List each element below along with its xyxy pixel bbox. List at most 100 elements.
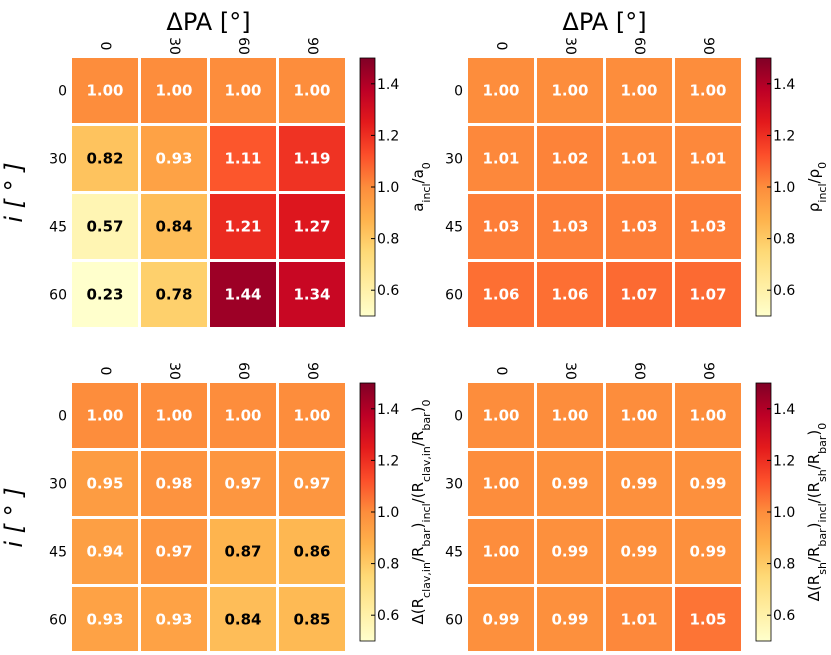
colorbar-tick-label: 0.6 <box>377 608 399 624</box>
y-tick-label: 60 <box>445 288 463 304</box>
heatmap-cell <box>72 519 138 584</box>
heatmap-cell <box>72 262 138 327</box>
y-tick-label: 30 <box>445 152 463 168</box>
heatmap-cell <box>141 587 207 652</box>
heatmap-cell <box>141 383 207 448</box>
colorbar-tick-label: 0.8 <box>377 557 399 573</box>
cell-value-label: 1.00 <box>620 407 657 425</box>
heatmap-cell <box>279 519 345 584</box>
x-tick-label: 30 <box>562 362 578 380</box>
cell-value-label: 1.00 <box>482 543 519 561</box>
cell-value-label: 1.01 <box>689 150 726 168</box>
colorbar-tick-label: 0.6 <box>773 283 795 299</box>
x-tick-label: 30 <box>166 37 182 55</box>
cell-value-label: 1.00 <box>689 407 726 425</box>
heatmap-cell <box>537 58 603 123</box>
heatmap-cell <box>606 519 672 584</box>
heatmap-cell <box>468 126 534 191</box>
cell-value-label: 0.93 <box>155 150 192 168</box>
cell-value-label: 1.00 <box>86 407 123 425</box>
x-tick-label: 0 <box>493 367 509 376</box>
cell-value-label: 0.82 <box>86 150 123 168</box>
colorbar-tick-label: 1.2 <box>773 453 795 469</box>
cell-value-label: 1.01 <box>620 611 657 629</box>
cell-value-label: 0.57 <box>86 218 123 236</box>
y-tick-label: 60 <box>49 288 67 304</box>
cell-value-label: 0.78 <box>155 286 192 304</box>
cell-value-label: 1.00 <box>86 82 123 100</box>
x-tick-label: 90 <box>700 362 716 380</box>
cell-value-label: 1.00 <box>224 82 261 100</box>
heatmap-cell <box>279 451 345 516</box>
heatmap-cell <box>468 194 534 259</box>
cell-value-label: 1.00 <box>482 475 519 493</box>
cell-value-label: 0.99 <box>689 543 726 561</box>
y-tick-label: 30 <box>445 477 463 493</box>
heatmap-cell <box>606 451 672 516</box>
x-tick-label: 30 <box>562 37 578 55</box>
heatmap-cell <box>72 587 138 652</box>
heatmap-cell <box>537 587 603 652</box>
heatmap-cell <box>72 126 138 191</box>
heatmap-cell <box>141 519 207 584</box>
cell-value-label: 1.11 <box>224 150 261 168</box>
cell-value-label: 1.07 <box>689 286 726 304</box>
heatmap-cell <box>72 451 138 516</box>
heatmap-cell <box>675 587 741 652</box>
x-tick-label: 90 <box>700 37 716 55</box>
panel-4: 0 30 60 90 0 30 45 60 1.00 1.00 1.00 1.00 1.00 0.99 0.… <box>445 362 829 652</box>
colorbar-label: Δ(Rsh/Rbar)incl/(Rsh/Rbar)0 <box>805 423 829 602</box>
cell-value-label: 0.99 <box>620 543 657 561</box>
heatmap-cell <box>537 194 603 259</box>
heatmap-cell <box>72 58 138 123</box>
cell-value-label: 0.97 <box>155 543 192 561</box>
colorbar-tick-label: 1.0 <box>773 505 795 521</box>
cell-value-label: 1.00 <box>155 82 192 100</box>
cell-value-label: 0.84 <box>155 218 192 236</box>
heatmap-cell <box>675 383 741 448</box>
cell-value-label: 1.03 <box>482 218 519 236</box>
heatmap-cell <box>141 126 207 191</box>
cell-value-label: 0.98 <box>155 475 192 493</box>
heatmap-cell <box>210 126 276 191</box>
cell-value-label: 1.44 <box>224 286 261 304</box>
heatmap-cell <box>606 58 672 123</box>
heatmap-cell <box>210 587 276 652</box>
panel-2: ΔPA [°] 0 30 60 90 0 30 45 60 1.00 1.00 1.00 1.00 1.0… <box>445 8 829 327</box>
heatmap-cell <box>675 126 741 191</box>
x-tick-label: 0 <box>97 42 113 51</box>
colorbar-tick-label: 1.2 <box>377 128 399 144</box>
cell-value-label: 1.01 <box>482 150 519 168</box>
cell-value-label: 0.97 <box>224 475 261 493</box>
x-tick-label: 60 <box>631 37 647 55</box>
heatmap-cell <box>141 451 207 516</box>
cell-value-label: 1.00 <box>551 82 588 100</box>
colorbar-tick-label: 1.0 <box>377 505 399 521</box>
y-axis-label: i [ ° ] <box>0 487 28 547</box>
cell-value-label: 1.21 <box>224 218 261 236</box>
heatmap-cell <box>468 58 534 123</box>
heatmap-cell <box>210 451 276 516</box>
cell-value-label: 1.00 <box>551 407 588 425</box>
heatmap-cell <box>279 262 345 327</box>
heatmap-cell <box>675 519 741 584</box>
cell-value-label: 0.94 <box>86 543 123 561</box>
colorbar-tick-label: 1.4 <box>377 77 399 93</box>
colorbar-tick-label: 0.6 <box>773 608 795 624</box>
panel-title: ΔPA [°] <box>166 8 250 36</box>
panel-3: 0 30 60 90 0 30 45 60 i [ ° ] 1.00 1.00 1.00 1.00 0.9… <box>0 362 433 652</box>
heatmap-cell <box>279 58 345 123</box>
y-tick-label: 45 <box>49 545 67 561</box>
y-tick-label: 0 <box>58 409 67 425</box>
cell-value-label: 0.86 <box>293 543 330 561</box>
heatmap-cell <box>675 451 741 516</box>
cell-value-label: 0.99 <box>482 611 519 629</box>
heatmap-cell <box>675 194 741 259</box>
x-tick-label: 60 <box>235 362 251 380</box>
y-tick-label: 0 <box>454 84 463 100</box>
cell-value-label: 1.00 <box>620 82 657 100</box>
heatmap-cell <box>210 58 276 123</box>
heatmap-cell <box>141 262 207 327</box>
heatmap-cell <box>606 587 672 652</box>
